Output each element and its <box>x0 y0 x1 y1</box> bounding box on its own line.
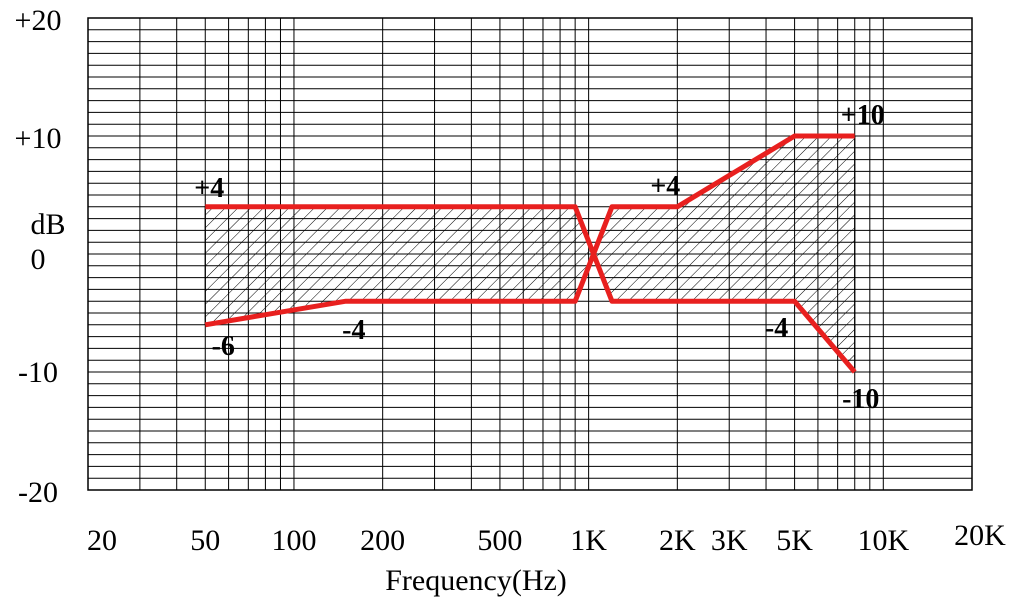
value-annotation: -4 <box>342 315 365 346</box>
value-annotation: +4 <box>194 173 224 204</box>
x-tick-label: 10K <box>857 524 909 557</box>
tolerance-band <box>204 136 856 372</box>
x-tick-label: 3K <box>711 524 748 557</box>
value-annotation: -4 <box>765 313 788 344</box>
x-tick-label: 20K <box>954 519 1006 552</box>
x-tick-label: 100 <box>271 524 316 557</box>
value-annotation: +4 <box>650 171 680 202</box>
y-tick-label: -10 <box>18 356 58 389</box>
y-tick-label: +20 <box>15 4 62 37</box>
x-tick-label: 500 <box>477 524 522 557</box>
y-axis-label: dB <box>30 208 65 241</box>
x-tick-label: 1K <box>570 524 607 557</box>
tolerance-band-hatch <box>205 206 594 325</box>
series-lines <box>204 133 857 374</box>
series-line-1 <box>205 204 857 374</box>
y-tick-label: 0 <box>31 243 46 276</box>
x-tick-label: 50 <box>190 524 220 557</box>
series-line-2 <box>204 133 855 328</box>
x-tick-label: 20 <box>87 524 117 557</box>
value-annotation: +10 <box>841 100 885 131</box>
value-annotation: -10 <box>842 384 879 415</box>
y-tick-labels: +20 +10 0 -10 -20 <box>15 4 62 509</box>
x-tick-label: 2K <box>659 524 696 557</box>
x-tick-label: 5K <box>776 524 813 557</box>
value-annotation: -6 <box>212 331 235 362</box>
value-annotations: +4 -6 -4 +4 +10 -4 -10 <box>194 100 884 415</box>
x-axis-label: Frequency(Hz) <box>385 564 567 597</box>
plot-frame <box>87 17 973 491</box>
y-tick-label: -20 <box>18 476 58 509</box>
x-tick-labels: 20 50 100 200 500 1K 2K 3K 5K 10K 20K <box>87 519 1006 557</box>
x-tick-label: 200 <box>360 524 405 557</box>
y-tick-label: +10 <box>15 122 62 155</box>
tolerance-band-hatch <box>593 136 855 372</box>
